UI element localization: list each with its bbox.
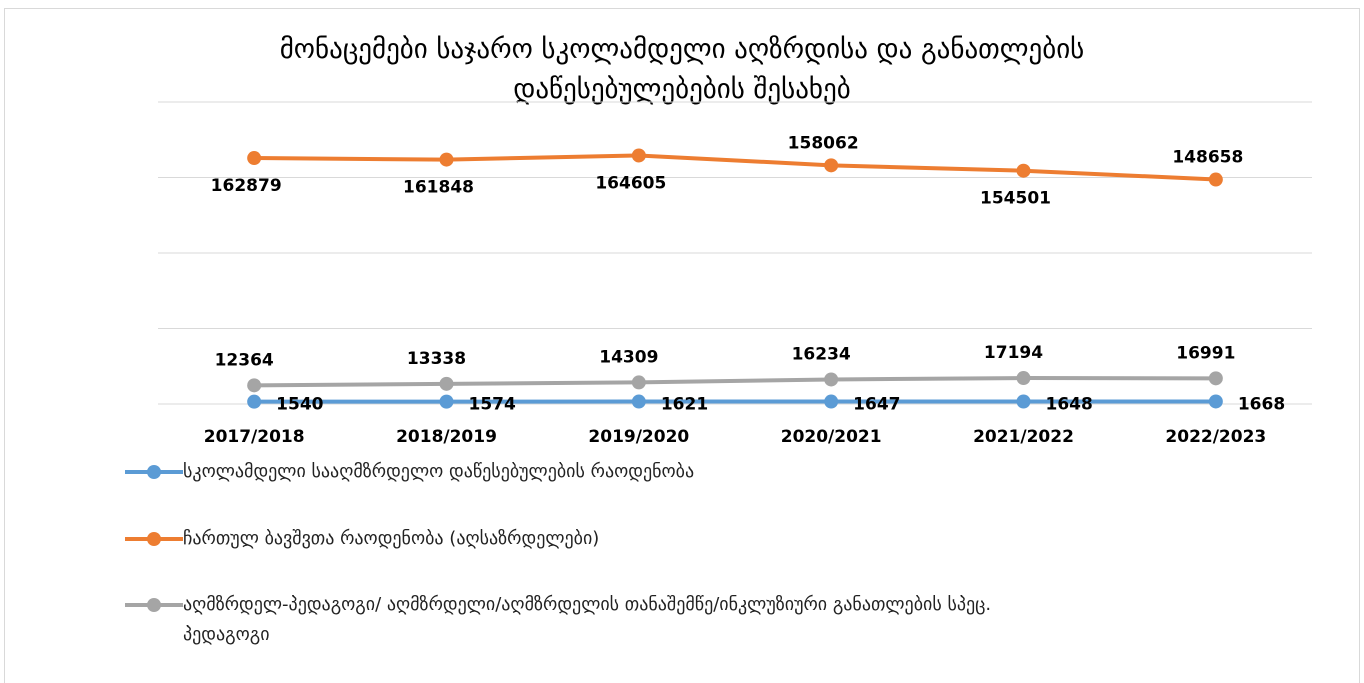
series-line [254,376,1216,388]
data-point [1016,371,1031,386]
legend-swatch [125,524,183,554]
data-label: 162879 [211,176,282,196]
legend-label: სკოლამდელი სააღმზრდელო დაწესებულების რაო… [183,461,695,482]
series-line [254,153,1216,182]
data-label: 1621 [661,395,708,415]
data-point [631,148,646,163]
data-label: 161848 [403,178,474,198]
legend-item: სკოლამდელი სააღმზრდელო დაწესებულების რაო… [125,457,1043,487]
data-point [439,152,454,167]
data-label: 1668 [1238,394,1285,414]
data-label: 1574 [469,395,516,415]
data-point [631,375,646,390]
data-point [247,151,262,166]
data-label: 158062 [788,133,859,153]
data-point [247,394,262,409]
x-tick-label: 2022/2023 [1165,427,1266,447]
data-point [631,394,646,409]
data-label: 154501 [980,189,1051,209]
x-tick-label: 2017/2018 [204,427,305,447]
legend-item: აღმზრდელ-პედაგოგი/ აღმზრდელი/აღმზრდელის … [125,590,1043,650]
data-point [824,394,839,409]
data-label: 1647 [853,395,900,415]
data-point [439,394,454,409]
data-point [1016,163,1031,178]
x-tick-label: 2019/2020 [588,427,689,447]
data-label: 16234 [792,344,851,364]
data-label: 16991 [1176,343,1235,363]
data-point [824,158,839,173]
data-label: 148658 [1172,148,1243,168]
x-tick-label: 2021/2022 [973,427,1074,447]
legend-swatch [125,457,183,487]
legend-label: აღმზრდელ-პედაგოგი/ აღმზრდელი/აღმზრდელის … [183,594,992,645]
chart-frame [4,8,1360,683]
data-label: 13338 [407,349,466,369]
data-label: 17194 [984,343,1043,363]
data-label: 1648 [1046,395,1093,415]
data-point [247,378,262,393]
data-point [1208,371,1223,386]
data-label: 12364 [215,350,274,370]
data-label: 164605 [595,173,666,193]
data-point [439,376,454,391]
legend-item: ჩართულ ბავშვთა რაოდენობა (აღსაზრდელები) [125,524,1043,554]
data-point [1016,394,1031,409]
data-label: 1540 [276,395,323,415]
legend-swatch [125,590,183,620]
data-point [824,372,839,387]
x-tick-label: 2018/2019 [396,427,497,447]
data-label: 14309 [599,347,658,367]
x-tick-label: 2020/2021 [781,427,882,447]
legend-label: ჩართულ ბავშვთა რაოდენობა (აღსაზრდელები) [183,528,600,549]
data-point [1208,172,1223,187]
chart-title: მონაცემები საჯარო სკოლამდელი აღზრდისა და… [279,34,1085,105]
data-point [1208,394,1223,409]
